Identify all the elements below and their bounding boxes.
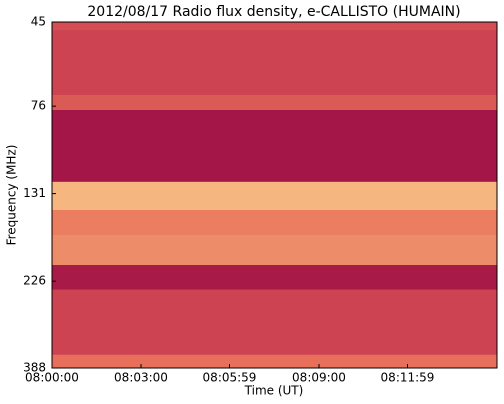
y-tick-label: 76 [31, 99, 46, 113]
spectrogram-band [52, 95, 497, 110]
spectrogram-band [52, 209, 497, 235]
spectrogram-band [52, 22, 497, 31]
spectrogram-band [52, 109, 497, 182]
spectrogram-band [52, 30, 497, 96]
x-tick-label: 08:09:00 [292, 371, 346, 385]
chart-title: 2012/08/17 Radio flux density, e-CALLIST… [87, 4, 460, 20]
x-tick-label: 08:03:00 [114, 371, 168, 385]
x-tick-label: 08:05:59 [203, 371, 257, 385]
y-axis-label: Frequency (MHz) [5, 145, 19, 246]
y-tick-label: 45 [31, 15, 46, 29]
x-tick-label: 08:00:00 [25, 371, 79, 385]
spectrogram-band [52, 264, 497, 290]
x-tick-label: 08:11:59 [381, 371, 435, 385]
y-tick-label: 226 [23, 274, 46, 288]
y-tick-label: 388 [23, 361, 46, 375]
spectrogram-band [52, 289, 497, 355]
x-axis-label: Time (UT) [244, 384, 304, 398]
spectrogram-band [52, 181, 497, 210]
spectrogram-band [52, 354, 497, 368]
spectrogram-band [52, 234, 497, 265]
plot-frame [51, 21, 498, 369]
y-tick-label: 131 [23, 186, 46, 200]
